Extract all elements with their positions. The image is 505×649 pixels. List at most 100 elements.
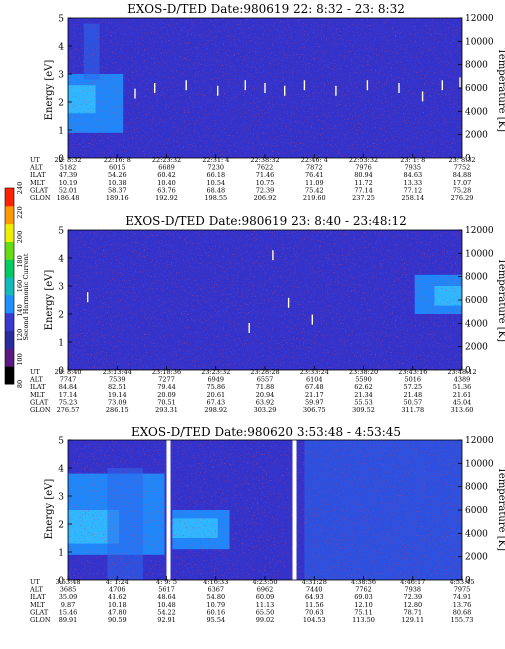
table-cell: 206.92 (254, 194, 277, 202)
table-cell: 23:18:36 (152, 368, 181, 376)
y-tick-label: 5 (58, 437, 64, 447)
colorbar-tick-label: 160 (16, 280, 24, 292)
table-cell: 23:28:28 (250, 368, 279, 376)
table-cell: 23: 1: 8 (400, 156, 425, 164)
table-cell: 77.12 (403, 186, 422, 194)
table-cell: 313.60 (451, 406, 474, 414)
table-cell: 7872 (306, 164, 323, 172)
panel-1-ylabel-right: Temperature [K] (496, 48, 505, 132)
table-cell: 6689 (158, 164, 175, 172)
colorbar-cell (5, 366, 14, 385)
table-cell: 70.63 (305, 608, 324, 616)
colorbar-tick-label: 80 (16, 380, 24, 388)
table-cell: 7752 (454, 164, 471, 172)
table-cell: 22:53:32 (349, 156, 378, 164)
table-cell: 237.25 (352, 194, 375, 202)
table-cell: 7747 (60, 376, 77, 384)
table-cell: 7539 (109, 376, 126, 384)
table-row-label: GLAT (30, 608, 49, 616)
y2-tick-label: 6000 (465, 84, 488, 94)
table-cell: 69.03 (354, 593, 373, 601)
y-tick-label: 2 (58, 311, 64, 321)
colorbar-cell (5, 277, 14, 296)
table-cell: 41.62 (108, 593, 127, 601)
y2-tick-label: 4000 (465, 319, 488, 329)
panel-3-title: EXOS-D/TED Date:980620 3:53:48 - 4:53:45 (131, 425, 401, 439)
table-cell: 21.17 (305, 391, 324, 399)
table-cell: 20.61 (206, 391, 225, 399)
table-cell: 10.75 (256, 179, 275, 187)
colorbar-frame (4, 187, 15, 385)
table-cell: 48.64 (157, 593, 176, 601)
y-tick-label: 0 (58, 155, 64, 165)
colorbar-tick-label: 200 (16, 231, 24, 243)
y-tick-label: 2 (58, 521, 64, 531)
table-cell: 60.16 (206, 608, 225, 616)
y2-tick-label: 0 (465, 576, 471, 586)
table-cell: 52.01 (59, 186, 78, 194)
table-cell: 298.92 (204, 406, 227, 414)
table-cell: 60.09 (256, 593, 275, 601)
table-cell: 45.04 (453, 398, 472, 406)
table-cell: 47.80 (108, 608, 127, 616)
table-row-label: MLT (30, 391, 45, 399)
panel-3-plot: 0 1 2 3 4 5 0 2000 4000 6000 8000 10000 12000 (58, 436, 494, 587)
colorbar-cell (5, 241, 14, 260)
table-row-label: UT (30, 578, 40, 586)
table-cell: 6015 (109, 164, 126, 172)
table-row-label: GLAT (30, 398, 49, 406)
table-row-label: UT (30, 368, 40, 376)
data-gap (292, 440, 297, 580)
panel-2-ylabel: Energy [eV] (44, 270, 55, 331)
table-cell: 50.57 (403, 398, 422, 406)
y2-tick-label: 2000 (465, 553, 488, 563)
y2-tick-label: 10000 (465, 249, 494, 259)
colorbar-cell (5, 330, 14, 349)
table-cell: 23:23:32 (201, 368, 230, 376)
table-row-label: ILAT (30, 171, 46, 179)
colorbar-cell (5, 312, 14, 332)
table-cell: 66.18 (206, 171, 225, 179)
panel-2-ylabel-right: Temperature [K] (496, 258, 505, 342)
table-cell: 7935 (405, 164, 422, 172)
table-cell: 13.76 (453, 601, 472, 609)
table-cell: 155.73 (451, 616, 474, 624)
table-cell: 9.87 (61, 601, 75, 609)
table-row-label: ALT (29, 164, 43, 172)
table-cell: 11.09 (305, 179, 324, 187)
table-cell: 68.48 (206, 186, 225, 194)
y-tick-label: 5 (58, 227, 64, 237)
table-cell: 70.51 (157, 398, 176, 406)
table-cell: 23:13:44 (103, 368, 132, 376)
table-cell: 22:31: 4 (202, 156, 229, 164)
table-cell: 7440 (306, 586, 323, 594)
table-cell: 11.56 (305, 601, 324, 609)
y2-tick-label: 6000 (465, 506, 488, 516)
panel-2-title: EXOS-D/TED Date:980619 23: 8:40 - 23:48:… (125, 214, 407, 228)
table-cell: 5590 (355, 376, 372, 384)
table-cell: 129.11 (401, 616, 424, 624)
table-cell: 84.84 (59, 383, 78, 391)
table-cell: 306.75 (303, 406, 326, 414)
table-cell: 7622 (257, 164, 274, 172)
table-cell: 22:23:32 (152, 156, 181, 164)
y-tick-label: 2 (58, 99, 64, 109)
noise-speckle (68, 230, 462, 370)
table-row-label: ILAT (30, 383, 46, 391)
table-cell: 79.44 (157, 383, 176, 391)
table-row-label: UT (30, 156, 40, 164)
table-cell: 7938 (405, 586, 422, 594)
y-tick-label: 1 (58, 127, 64, 137)
table-cell: 63.76 (157, 186, 176, 194)
y-tick-label: 0 (58, 577, 64, 587)
table-cell: 104.53 (303, 616, 326, 624)
table-cell: 22: 8:32 (54, 156, 81, 164)
y2-tick-label: 2000 (465, 343, 488, 353)
table-cell: 6962 (257, 586, 274, 594)
panel-1-plot: 0 1 2 3 4 5 0 2000 4000 6000 8000 10000 12000 (58, 14, 494, 165)
table-cell: 7975 (454, 586, 471, 594)
table-cell: 75.23 (59, 398, 78, 406)
colorbar-tick-label: 140 (16, 304, 24, 316)
